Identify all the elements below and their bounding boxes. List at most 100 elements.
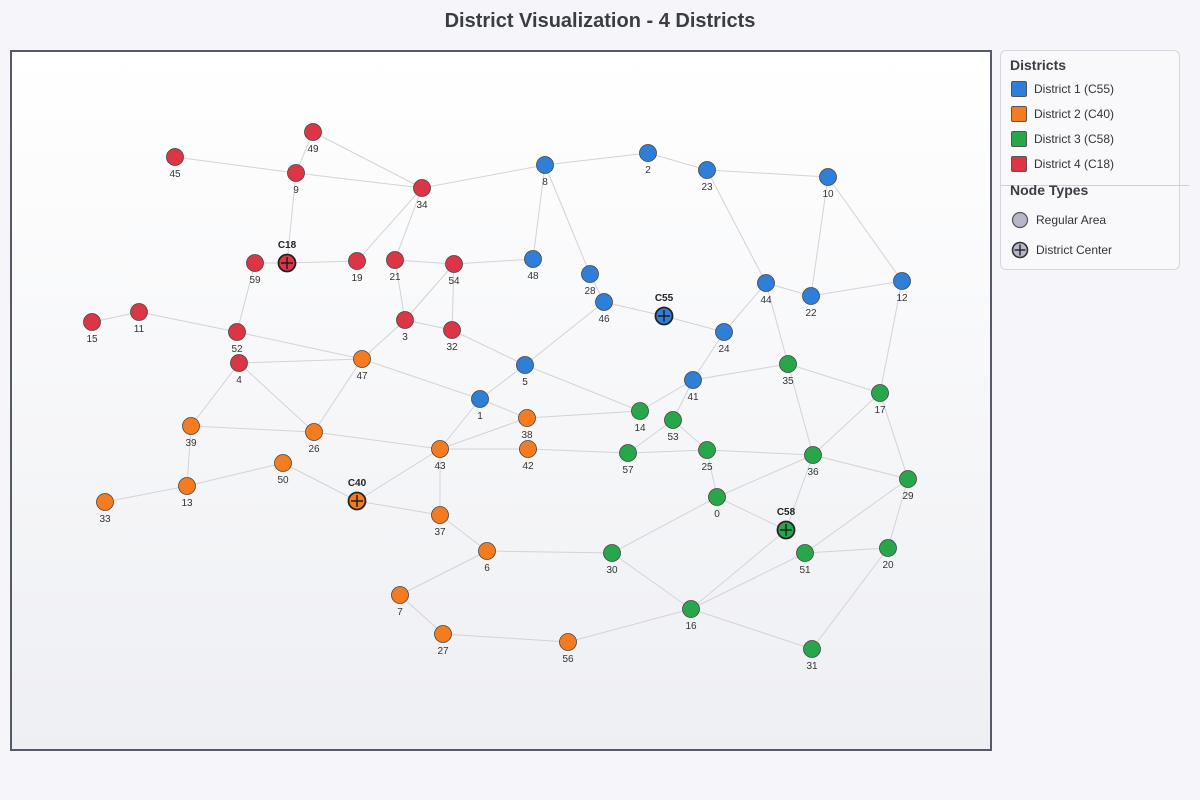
node-circle[interactable] [819,168,837,186]
node-49[interactable]: 49 [304,123,322,156]
node-circle[interactable] [166,148,184,166]
node-circle[interactable] [431,506,449,524]
node-15[interactable]: 15 [83,313,101,346]
node-5[interactable]: 5 [516,356,534,389]
node-19[interactable]: 19 [348,252,366,285]
node-38[interactable]: 38 [518,409,536,442]
node-0[interactable]: 0 [708,488,726,521]
node-circle[interactable] [581,265,599,283]
node-2[interactable]: 2 [639,144,657,177]
node-circle[interactable] [682,600,700,618]
node-56[interactable]: 56 [559,633,577,666]
node-circle[interactable] [386,251,404,269]
node-circle[interactable] [595,293,613,311]
node-circle[interactable] [471,390,489,408]
node-51[interactable]: 51 [796,544,814,577]
node-circle[interactable] [893,272,911,290]
node-57[interactable]: 57 [619,444,637,477]
node-circle[interactable] [802,287,820,305]
node-circle[interactable] [228,323,246,341]
node-27[interactable]: 27 [434,625,452,658]
node-36[interactable]: 36 [804,446,822,479]
node-20[interactable]: 20 [879,539,897,572]
node-11[interactable]: 11 [130,303,148,336]
node-circle[interactable] [879,539,897,557]
node-circle[interactable] [230,354,248,372]
node-circle[interactable] [796,544,814,562]
node-23[interactable]: 23 [698,161,716,194]
node-26[interactable]: 26 [305,423,323,456]
node-circle[interactable] [698,161,716,179]
node-circle[interactable] [803,640,821,658]
node-circle[interactable] [779,355,797,373]
node-circle[interactable] [431,440,449,458]
district-center-C58[interactable]: C58 [776,507,796,540]
node-28[interactable]: 28 [581,265,599,298]
district-center-C55[interactable]: C55 [654,293,674,326]
node-circle[interactable] [664,411,682,429]
node-circle[interactable] [348,252,366,270]
node-45[interactable]: 45 [166,148,184,181]
node-39[interactable]: 39 [182,417,200,450]
node-circle[interactable] [305,423,323,441]
node-circle[interactable] [274,454,292,472]
node-6[interactable]: 6 [478,542,496,575]
node-54[interactable]: 54 [445,255,463,288]
node-46[interactable]: 46 [595,293,613,326]
node-13[interactable]: 13 [178,477,196,510]
node-circle[interactable] [130,303,148,321]
node-21[interactable]: 21 [386,251,404,284]
node-10[interactable]: 10 [819,168,837,201]
node-circle[interactable] [396,311,414,329]
node-circle[interactable] [182,417,200,435]
node-29[interactable]: 29 [899,470,917,503]
node-25[interactable]: 25 [698,441,716,474]
node-circle[interactable] [559,633,577,651]
node-12[interactable]: 12 [893,272,911,305]
node-34[interactable]: 34 [413,179,431,212]
node-47[interactable]: 47 [353,350,371,383]
node-3[interactable]: 3 [396,311,414,344]
node-33[interactable]: 33 [96,493,114,526]
node-circle[interactable] [304,123,322,141]
node-circle[interactable] [603,544,621,562]
node-circle[interactable] [524,250,542,268]
node-circle[interactable] [434,625,452,643]
node-circle[interactable] [899,470,917,488]
node-37[interactable]: 37 [431,506,449,539]
node-circle[interactable] [804,446,822,464]
node-32[interactable]: 32 [443,321,461,354]
node-17[interactable]: 17 [871,384,889,417]
node-circle[interactable] [445,255,463,273]
node-circle[interactable] [684,371,702,389]
node-53[interactable]: 53 [664,411,682,444]
district-center-C40[interactable]: C40 [347,478,367,511]
node-43[interactable]: 43 [431,440,449,473]
node-circle[interactable] [757,274,775,292]
node-1[interactable]: 1 [471,390,489,423]
node-circle[interactable] [96,493,114,511]
node-4[interactable]: 4 [230,354,248,387]
node-22[interactable]: 22 [802,287,820,320]
node-circle[interactable] [516,356,534,374]
node-circle[interactable] [871,384,889,402]
node-circle[interactable] [631,402,649,420]
node-circle[interactable] [639,144,657,162]
district-center-C18[interactable]: C18 [277,240,297,273]
node-59[interactable]: 59 [246,254,264,287]
node-circle[interactable] [478,542,496,560]
node-circle[interactable] [518,409,536,427]
node-circle[interactable] [287,164,305,182]
node-42[interactable]: 42 [519,440,537,473]
node-16[interactable]: 16 [682,600,700,633]
node-circle[interactable] [353,350,371,368]
node-circle[interactable] [536,156,554,174]
node-circle[interactable] [83,313,101,331]
node-9[interactable]: 9 [287,164,305,197]
node-circle[interactable] [698,441,716,459]
node-circle[interactable] [391,586,409,604]
node-24[interactable]: 24 [715,323,733,356]
node-52[interactable]: 52 [228,323,246,356]
node-31[interactable]: 31 [803,640,821,673]
node-44[interactable]: 44 [757,274,775,307]
